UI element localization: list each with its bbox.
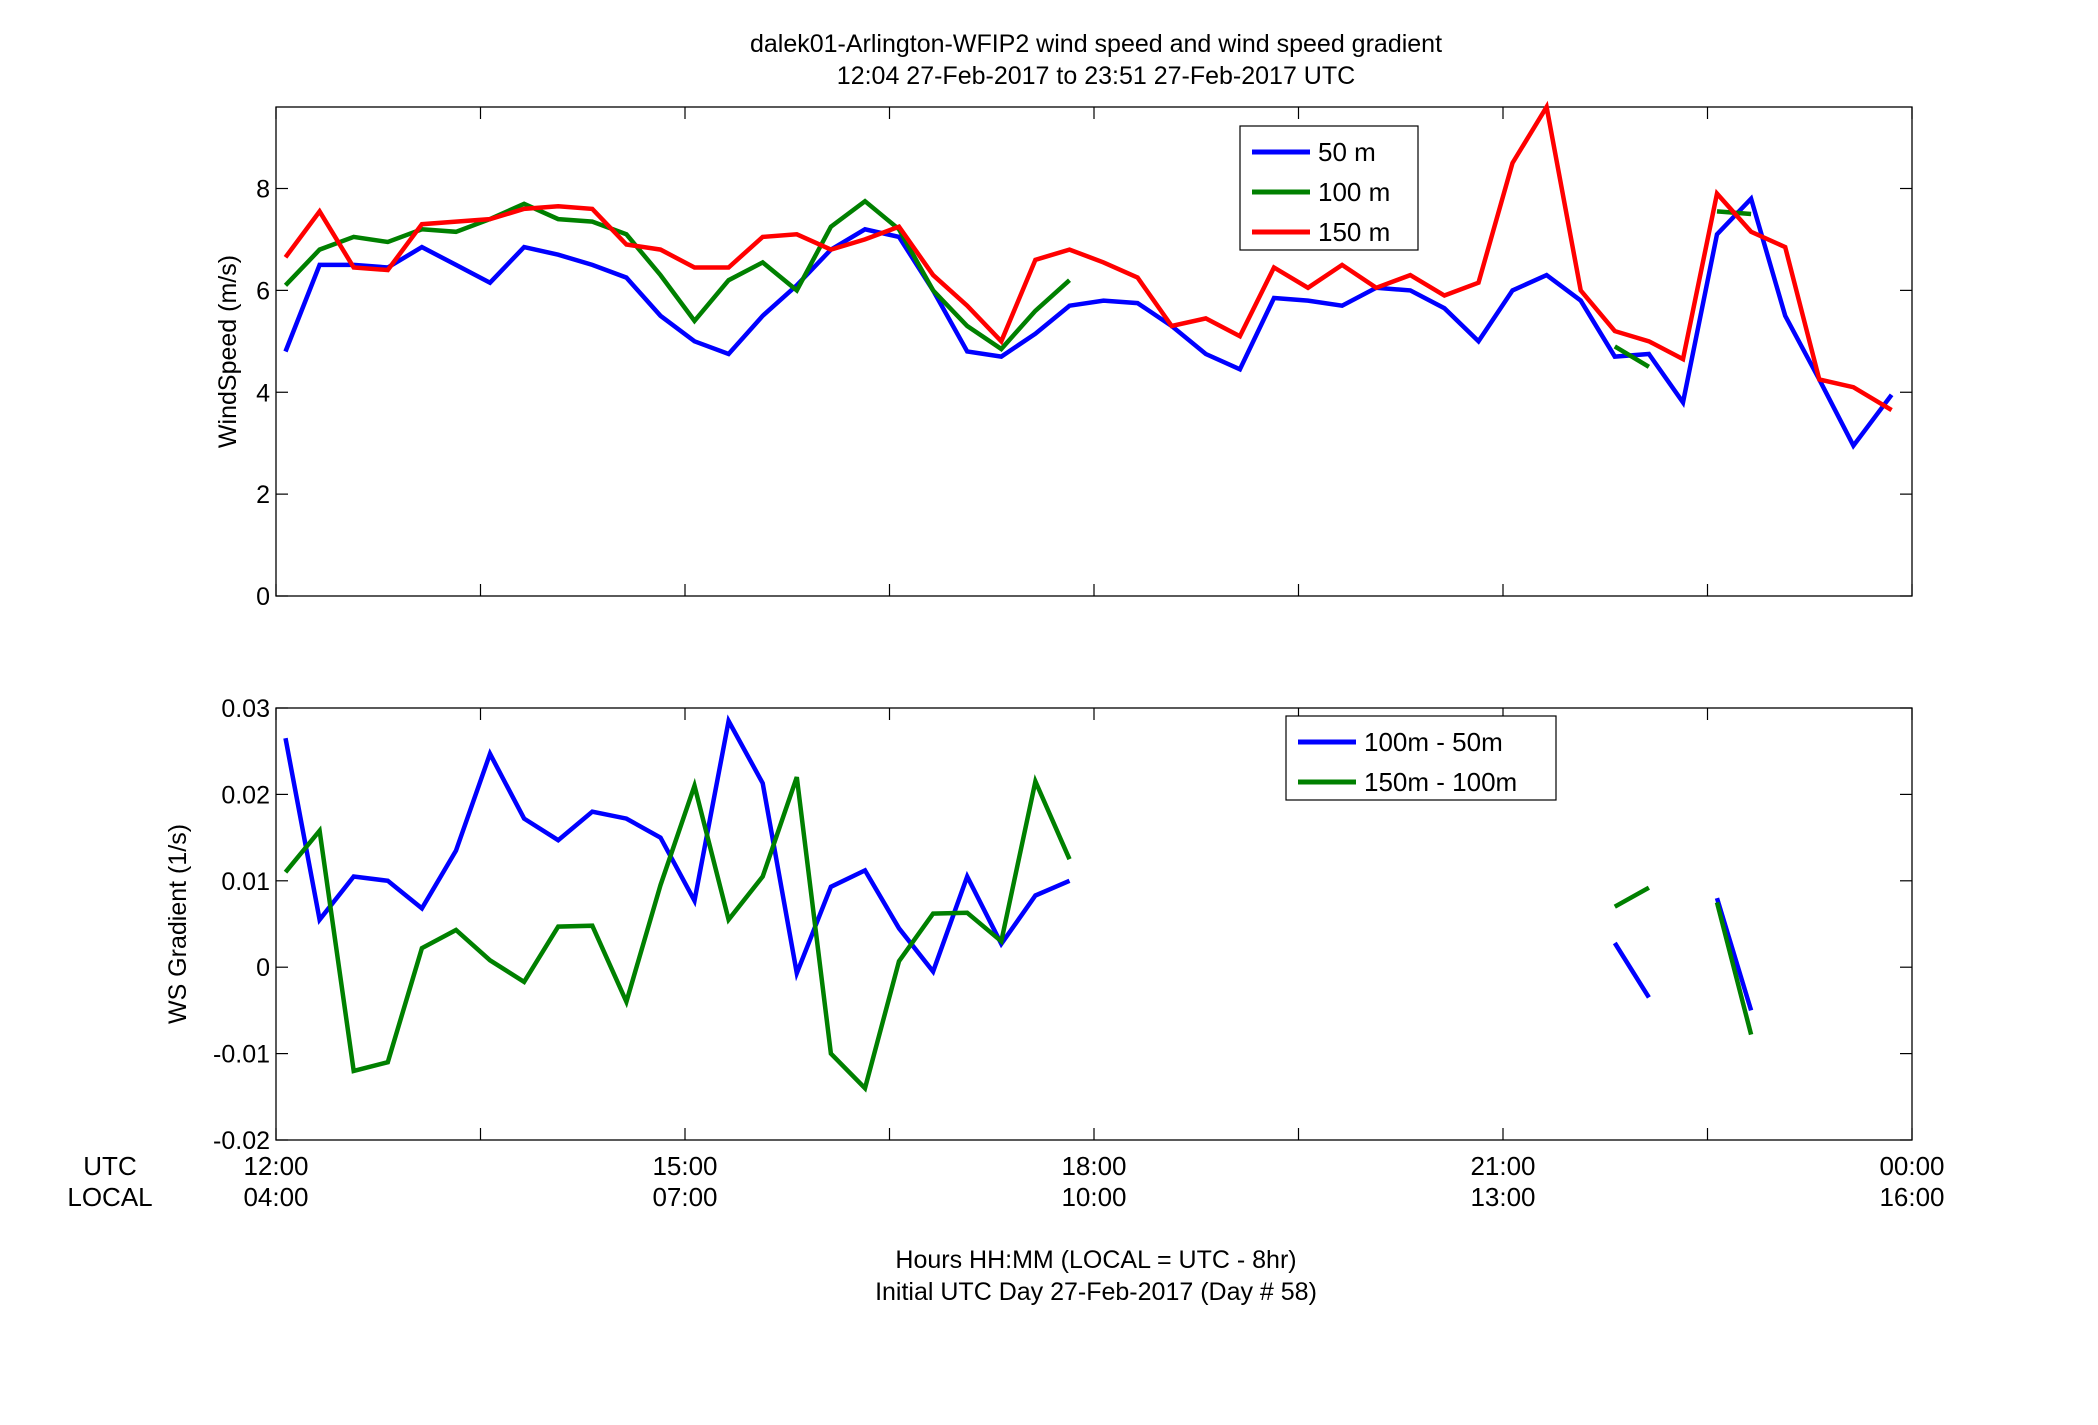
windspeed-plot: 0 2 4 6 8 WindSpeed (m/s) 50 m 100 m 150 m: [214, 100, 1913, 611]
local-tick-label: 04:00: [243, 1182, 308, 1212]
series-150m-100m: [283, 774, 1754, 1093]
x-axis-label-line2: Initial UTC Day 27-Feb-2017 (Day # 58): [875, 1278, 1317, 1306]
utc-tick-label: 21:00: [1470, 1151, 1535, 1181]
legend-label: 100 m: [1318, 177, 1390, 207]
y-axis-label: WindSpeed (m/s): [214, 255, 242, 448]
legend-label: 50 m: [1318, 137, 1376, 167]
y-tick-label: -0.02: [213, 1127, 270, 1155]
legend-label: 150 m: [1318, 217, 1390, 247]
series-line: [1612, 941, 1651, 999]
series-line: [1613, 885, 1650, 909]
y-tick-label: 2: [256, 481, 270, 509]
y-axis-label: WS Gradient (1/s): [164, 824, 192, 1024]
y-tick-label: 0.02: [221, 781, 270, 809]
y-tick-label: 0.03: [221, 695, 270, 723]
x-axis-label-line1: Hours HH:MM (LOCAL = UTC - 8hr): [895, 1246, 1296, 1274]
utc-tick-labels: 12:00 15:00 18:00 21:00 00:00: [243, 1151, 1944, 1181]
legend-label: 150m - 100m: [1364, 767, 1517, 797]
series-50-m: [283, 194, 1894, 450]
series-line: [283, 100, 1893, 413]
legend-box: [1239, 125, 1419, 251]
figure-title-line1: dalek01-Arlington-WFIP2 wind speed and w…: [750, 30, 1442, 58]
local-row-label: LOCAL: [67, 1182, 152, 1212]
y-tick-label: 0: [256, 583, 270, 611]
y-tick-label: -0.01: [213, 1041, 270, 1069]
utc-tick-label: 12:00: [243, 1151, 308, 1181]
local-tick-label: 07:00: [652, 1182, 717, 1212]
gradient-plot: -0.02 -0.01 0 0.01 0.02 0.03 WS Gradient (1/s)…: [164, 695, 1913, 1155]
legend: 100m - 50m 150m - 100m: [1285, 715, 1557, 801]
figure-title-line2: 12:04 27-Feb-2017 to 23:51 27-Feb-2017 U…: [837, 62, 1355, 90]
utc-tick-label: 18:00: [1061, 1151, 1126, 1181]
y-tick-label: 8: [256, 176, 270, 204]
legend-box: [1285, 715, 1557, 801]
series-line: [283, 194, 1894, 450]
series-line: [1613, 344, 1651, 369]
series-150-m: [283, 100, 1893, 413]
utc-tick-label: 00:00: [1879, 1151, 1944, 1181]
series-line: [1714, 901, 1754, 1036]
local-tick-label: 10:00: [1061, 1182, 1126, 1212]
local-tick-label: 16:00: [1879, 1182, 1944, 1212]
y-tick-label: 0.01: [221, 868, 270, 896]
series-line: [283, 714, 1071, 982]
local-tick-label: 13:00: [1470, 1182, 1535, 1212]
legend: 50 m 100 m 150 m: [1239, 125, 1419, 251]
utc-row-label: UTC: [83, 1151, 136, 1181]
series-line: [283, 774, 1072, 1093]
utc-tick-label: 15:00: [652, 1151, 717, 1181]
y-tick-label: 6: [256, 277, 270, 305]
y-tick-label: 0: [256, 954, 270, 982]
axes-box: [275, 707, 1913, 1141]
y-tick-label: 4: [256, 379, 270, 407]
local-tick-labels: 04:00 07:00 10:00 13:00 16:00: [243, 1182, 1944, 1212]
legend-label: 100m - 50m: [1364, 727, 1503, 757]
